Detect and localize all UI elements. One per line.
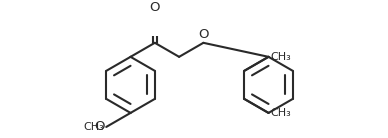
Text: CH₃: CH₃ xyxy=(270,52,291,62)
Text: CH₃: CH₃ xyxy=(270,108,291,118)
Text: CH₃: CH₃ xyxy=(83,122,104,132)
Text: O: O xyxy=(198,28,209,41)
Text: O: O xyxy=(150,1,160,14)
Text: O: O xyxy=(94,120,105,133)
